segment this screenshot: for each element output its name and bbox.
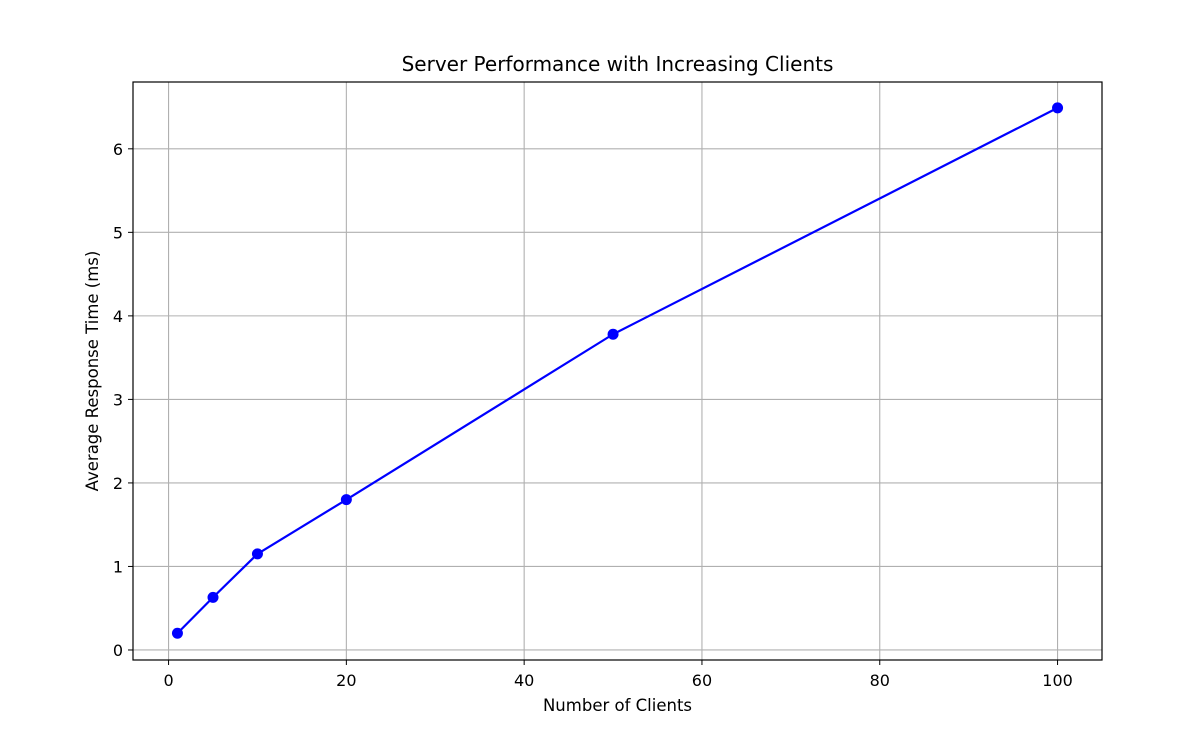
y-tick-label: 0 — [113, 641, 123, 660]
y-tick-label: 3 — [113, 390, 123, 409]
x-tick-label: 100 — [1042, 671, 1073, 690]
data-point — [607, 328, 619, 340]
series-layer — [171, 102, 1064, 639]
x-axis-label: Number of Clients — [543, 696, 692, 715]
x-tick-label: 40 — [514, 671, 534, 690]
data-point — [340, 494, 352, 506]
data-point — [171, 627, 183, 639]
y-tick-label: 6 — [113, 140, 123, 159]
plot-frame — [132, 81, 1103, 661]
x-tick-label: 80 — [870, 671, 890, 690]
y-tick-label: 2 — [113, 474, 123, 493]
data-point — [251, 548, 263, 560]
data-point — [207, 591, 219, 603]
series-line — [176, 106, 1059, 635]
data-point — [1052, 102, 1064, 114]
y-axis-label: Average Response Time (ms) — [83, 251, 102, 492]
chart-title: Server Performance with Increasing Clien… — [402, 52, 834, 76]
x-tick-label: 0 — [163, 671, 173, 690]
tick-layer: 0 20 40 60 80 100 0 1 2 3 4 5 6 — [113, 140, 1073, 690]
x-tick-label: 60 — [692, 671, 712, 690]
y-tick-label: 5 — [113, 223, 123, 242]
y-tick-label: 1 — [113, 557, 123, 576]
y-tick-label: 4 — [113, 307, 123, 326]
grid-layer — [133, 82, 1102, 660]
x-tick-label: 20 — [336, 671, 356, 690]
